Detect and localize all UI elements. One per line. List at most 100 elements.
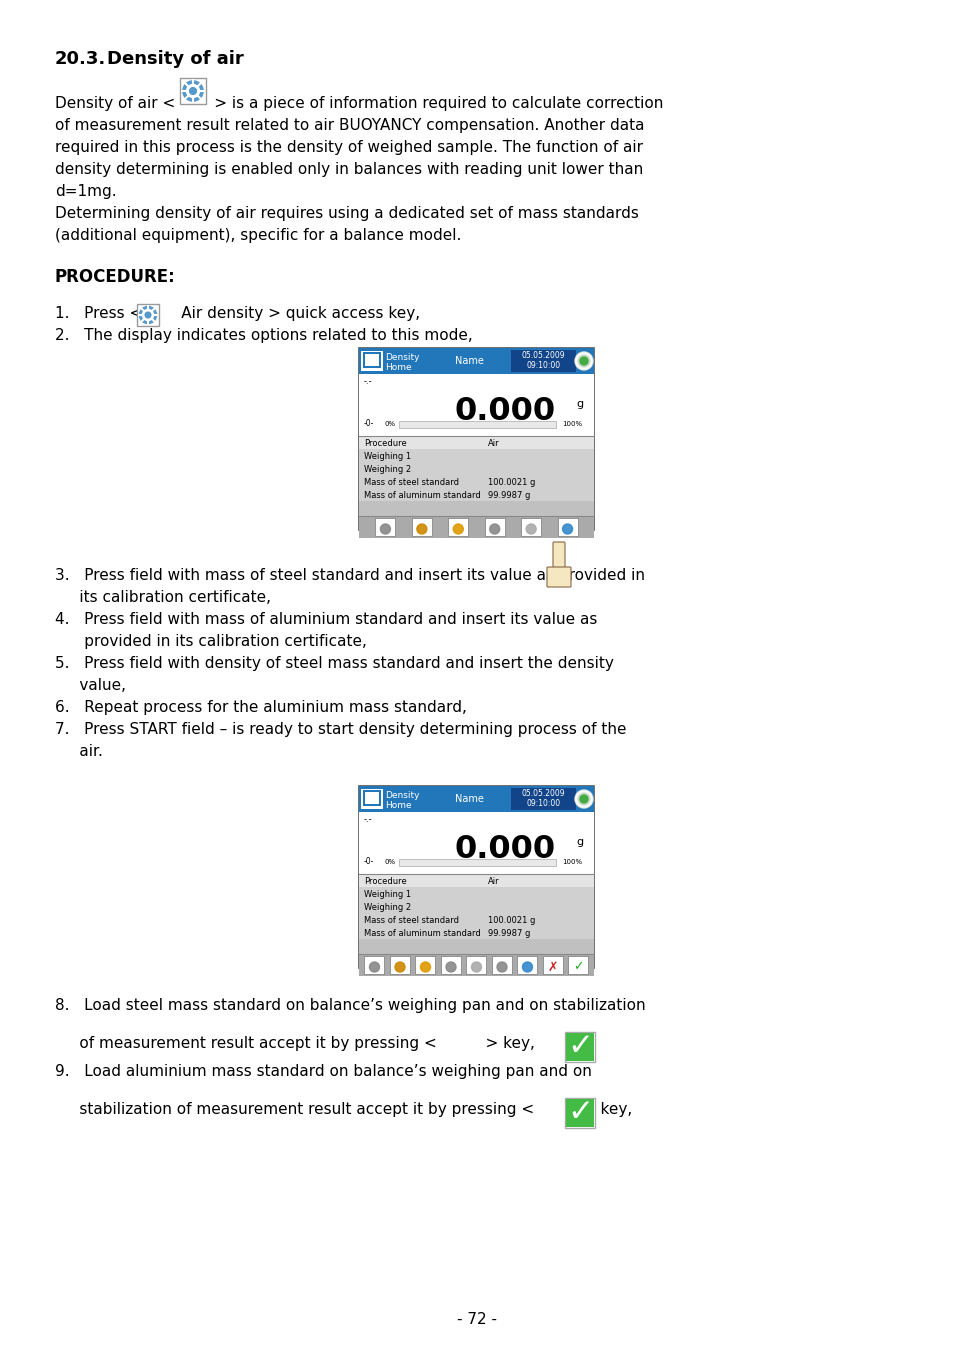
Circle shape bbox=[183, 81, 203, 101]
FancyBboxPatch shape bbox=[565, 1033, 594, 1061]
FancyBboxPatch shape bbox=[564, 1098, 595, 1129]
Text: Density: Density bbox=[385, 791, 419, 799]
Text: 100%: 100% bbox=[561, 421, 581, 427]
FancyBboxPatch shape bbox=[412, 518, 432, 536]
FancyBboxPatch shape bbox=[542, 956, 562, 973]
FancyBboxPatch shape bbox=[484, 518, 504, 536]
Text: 100.0021 g: 100.0021 g bbox=[488, 478, 535, 487]
Text: PROCEDURE:: PROCEDURE: bbox=[55, 269, 175, 286]
Text: 09:10:00: 09:10:00 bbox=[526, 799, 560, 809]
FancyBboxPatch shape bbox=[511, 788, 576, 810]
FancyBboxPatch shape bbox=[358, 374, 594, 436]
FancyBboxPatch shape bbox=[517, 956, 537, 973]
Text: 100.0021 g: 100.0021 g bbox=[488, 917, 535, 925]
FancyBboxPatch shape bbox=[557, 518, 577, 536]
Circle shape bbox=[578, 792, 589, 805]
Text: 100%: 100% bbox=[561, 859, 581, 865]
Circle shape bbox=[526, 524, 536, 535]
FancyBboxPatch shape bbox=[390, 956, 410, 973]
Text: Density of air <        > is a piece of information required to calculate correc: Density of air < > is a piece of informa… bbox=[55, 96, 662, 111]
FancyBboxPatch shape bbox=[358, 926, 594, 940]
Text: 7.   Press START field – is ready to start density determining process of the: 7. Press START field – is ready to start… bbox=[55, 722, 626, 737]
Circle shape bbox=[186, 85, 199, 97]
FancyBboxPatch shape bbox=[360, 788, 382, 809]
Circle shape bbox=[576, 791, 592, 807]
FancyBboxPatch shape bbox=[360, 351, 382, 371]
FancyBboxPatch shape bbox=[511, 350, 576, 373]
FancyBboxPatch shape bbox=[358, 516, 594, 539]
Text: 20.3.: 20.3. bbox=[55, 50, 106, 68]
Circle shape bbox=[489, 524, 499, 535]
FancyBboxPatch shape bbox=[364, 956, 384, 973]
Text: 09:10:00: 09:10:00 bbox=[526, 362, 560, 370]
Circle shape bbox=[576, 352, 592, 369]
Circle shape bbox=[369, 963, 379, 972]
Text: 4.   Press field with mass of aluminium standard and insert its value as: 4. Press field with mass of aluminium st… bbox=[55, 612, 597, 626]
FancyBboxPatch shape bbox=[137, 304, 159, 325]
Text: density determining is enabled only in balances with reading unit lower than: density determining is enabled only in b… bbox=[55, 162, 642, 177]
FancyBboxPatch shape bbox=[358, 348, 594, 374]
Text: ✗: ✗ bbox=[547, 960, 558, 973]
Text: -0-: -0- bbox=[364, 420, 374, 428]
Circle shape bbox=[380, 524, 390, 535]
Text: Weighing 2: Weighing 2 bbox=[364, 464, 411, 474]
Circle shape bbox=[578, 355, 589, 367]
Text: Mass of steel standard: Mass of steel standard bbox=[364, 478, 458, 487]
FancyBboxPatch shape bbox=[358, 348, 594, 531]
Text: 6.   Repeat process for the aluminium mass standard,: 6. Repeat process for the aluminium mass… bbox=[55, 701, 466, 716]
FancyBboxPatch shape bbox=[564, 1031, 595, 1062]
FancyBboxPatch shape bbox=[440, 956, 460, 973]
Text: 0.000: 0.000 bbox=[455, 834, 556, 865]
FancyBboxPatch shape bbox=[375, 518, 395, 536]
Text: 2.   The display indicates options related to this mode,: 2. The display indicates options related… bbox=[55, 328, 473, 343]
Text: Mass of steel standard: Mass of steel standard bbox=[364, 917, 458, 925]
FancyBboxPatch shape bbox=[565, 1099, 594, 1127]
FancyBboxPatch shape bbox=[358, 940, 594, 954]
FancyBboxPatch shape bbox=[553, 541, 564, 568]
FancyBboxPatch shape bbox=[358, 913, 594, 926]
Text: Weighing 1: Weighing 1 bbox=[364, 452, 411, 460]
FancyBboxPatch shape bbox=[358, 873, 594, 887]
FancyBboxPatch shape bbox=[358, 450, 594, 462]
Circle shape bbox=[522, 963, 532, 972]
Text: 99.9987 g: 99.9987 g bbox=[488, 491, 530, 500]
FancyBboxPatch shape bbox=[358, 811, 594, 873]
FancyBboxPatch shape bbox=[358, 954, 594, 976]
Text: Weighing 2: Weighing 2 bbox=[364, 903, 411, 913]
FancyBboxPatch shape bbox=[398, 421, 556, 428]
FancyBboxPatch shape bbox=[358, 475, 594, 487]
Text: Determining density of air requires using a dedicated set of mass standards: Determining density of air requires usin… bbox=[55, 207, 639, 221]
FancyBboxPatch shape bbox=[365, 354, 378, 366]
Text: ✓: ✓ bbox=[566, 1033, 593, 1061]
FancyBboxPatch shape bbox=[358, 786, 594, 968]
Circle shape bbox=[139, 306, 156, 324]
Circle shape bbox=[142, 309, 153, 320]
Text: -0-: -0- bbox=[364, 857, 374, 867]
Text: Mass of aluminum standard: Mass of aluminum standard bbox=[364, 491, 480, 500]
Text: 5.   Press field with density of steel mass standard and insert the density: 5. Press field with density of steel mas… bbox=[55, 656, 613, 671]
Text: -.-: -.- bbox=[364, 815, 373, 825]
Circle shape bbox=[562, 524, 572, 535]
FancyBboxPatch shape bbox=[448, 518, 468, 536]
FancyBboxPatch shape bbox=[358, 462, 594, 475]
Circle shape bbox=[579, 795, 587, 803]
Circle shape bbox=[575, 790, 593, 809]
Text: required in this process is the density of weighed sample. The function of air: required in this process is the density … bbox=[55, 140, 642, 155]
FancyBboxPatch shape bbox=[546, 567, 571, 587]
Text: ✓: ✓ bbox=[573, 960, 583, 973]
Text: 8.   Load steel mass standard on balance’s weighing pan and on stabilization: 8. Load steel mass standard on balance’s… bbox=[55, 998, 645, 1012]
Text: g: g bbox=[577, 400, 583, 409]
Text: 99.9987 g: 99.9987 g bbox=[488, 929, 530, 938]
FancyBboxPatch shape bbox=[466, 956, 486, 973]
FancyBboxPatch shape bbox=[358, 501, 594, 516]
Text: g: g bbox=[577, 837, 583, 846]
FancyBboxPatch shape bbox=[358, 786, 594, 811]
Text: value,: value, bbox=[55, 678, 126, 693]
Circle shape bbox=[579, 356, 587, 365]
Text: Procedure: Procedure bbox=[364, 878, 406, 886]
Text: (additional equipment), specific for a balance model.: (additional equipment), specific for a b… bbox=[55, 228, 461, 243]
Circle shape bbox=[190, 88, 196, 94]
FancyBboxPatch shape bbox=[358, 487, 594, 501]
Text: air.: air. bbox=[55, 744, 103, 759]
FancyBboxPatch shape bbox=[358, 900, 594, 913]
